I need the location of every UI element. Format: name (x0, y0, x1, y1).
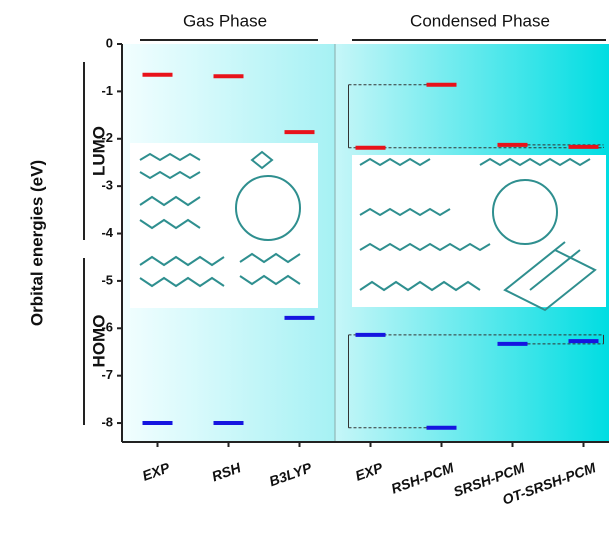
condensed-inset (352, 155, 606, 312)
x-tick-label: B3LYP (267, 459, 315, 489)
y-tick-label: -6 (101, 320, 113, 335)
y-tick-label: 0 (106, 35, 113, 50)
y-tick-label: -2 (101, 130, 113, 145)
y-tick-label: -4 (101, 225, 113, 240)
y-tick-label: -7 (101, 367, 113, 382)
x-tick-label: RSH-PCM (389, 459, 456, 496)
group-label: Gas Phase (183, 11, 267, 30)
y-tick-label: -8 (101, 414, 113, 429)
y-tick-label: -3 (101, 178, 113, 193)
x-tick-label: RSH (210, 459, 244, 484)
x-tick-label: EXP (140, 459, 172, 484)
gas-inset (130, 143, 318, 308)
x-tick-label: EXP (353, 459, 385, 484)
y-axis-title: Orbital energies (eV) (27, 160, 46, 326)
band-label: HOMO (89, 315, 108, 368)
y-tick-label: -5 (101, 272, 113, 287)
group-label: Condensed Phase (410, 11, 550, 30)
y-tick-label: -1 (101, 83, 113, 98)
band-label: LUMO (89, 126, 108, 176)
